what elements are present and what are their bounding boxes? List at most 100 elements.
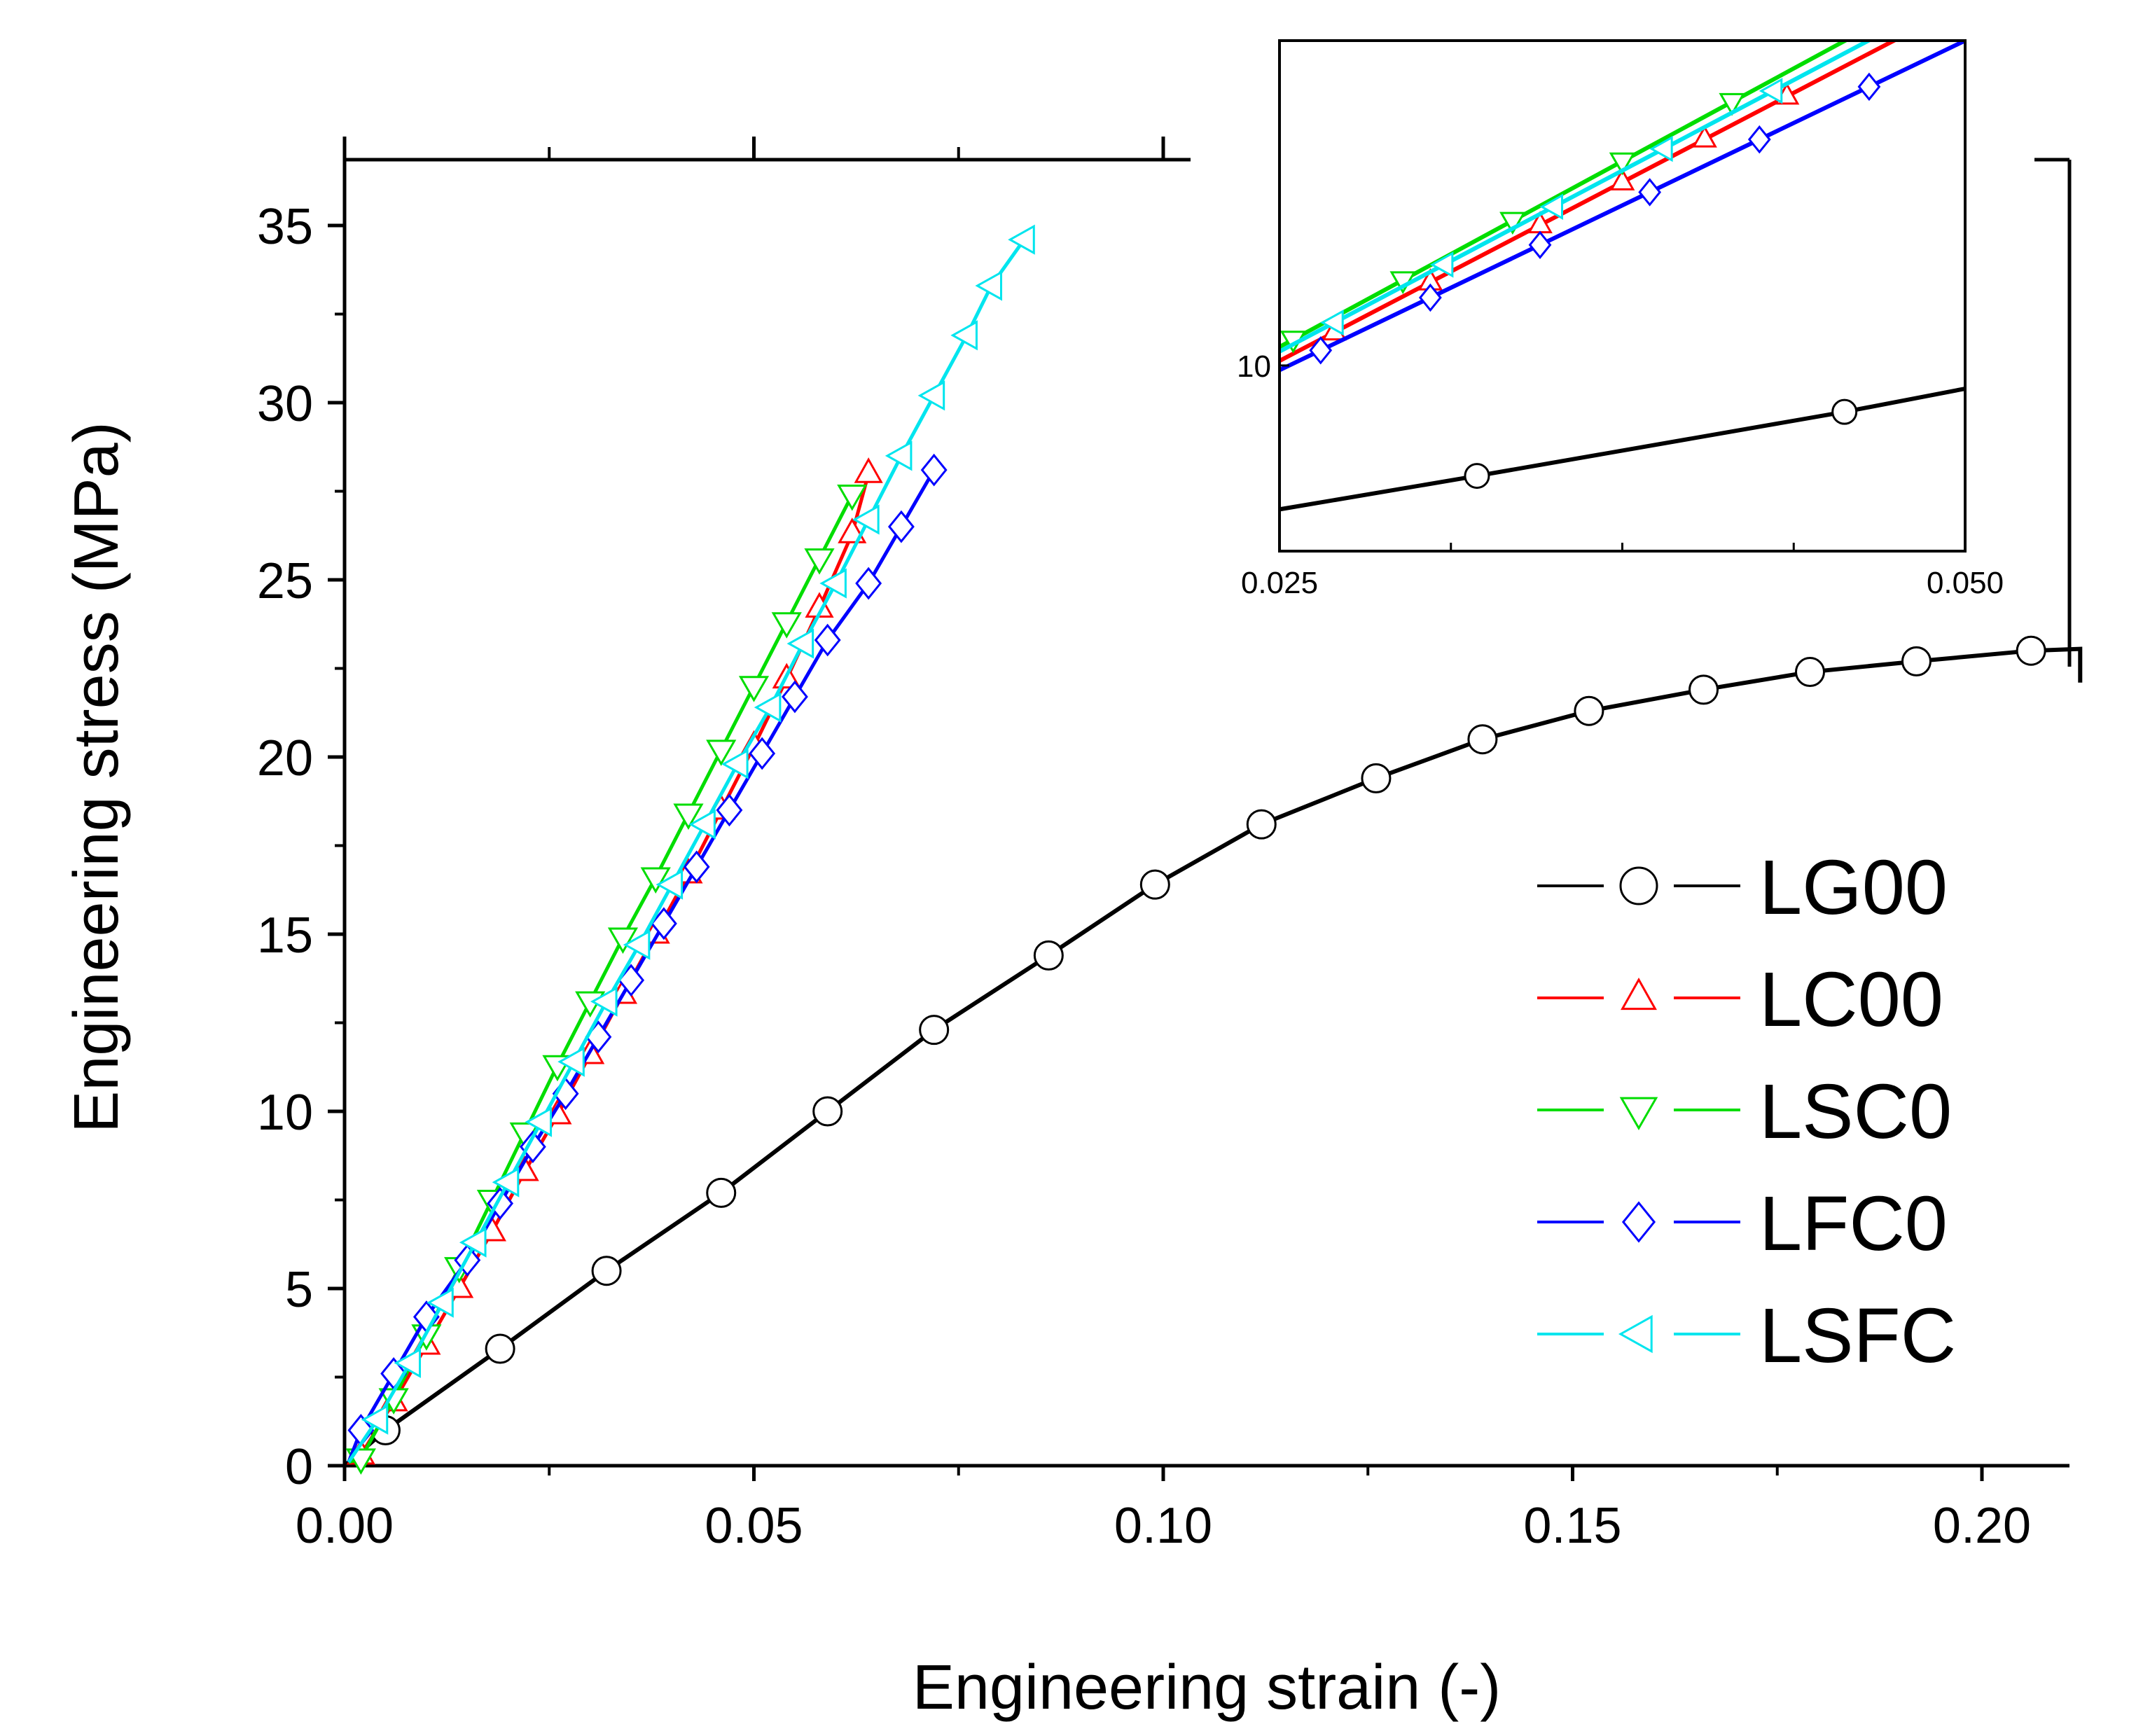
x-tick-label: 0.10 bbox=[1114, 1498, 1212, 1554]
marker-lg00 bbox=[1688, 674, 1719, 705]
inset-x-tick-label: 0.050 bbox=[1927, 566, 2004, 600]
marker-lsfc bbox=[819, 568, 847, 599]
marker-lg00 bbox=[1901, 646, 1932, 676]
marker-lsfc bbox=[721, 749, 749, 779]
marker-lg00 bbox=[919, 1015, 950, 1046]
marker-lg00 bbox=[2016, 635, 2046, 666]
marker-lfc0 bbox=[855, 567, 882, 600]
inset-marker-lsfc bbox=[1539, 193, 1563, 220]
marker-lc00 bbox=[854, 457, 883, 483]
inset-marker-lfc0 bbox=[1528, 230, 1552, 259]
marker-lg00 bbox=[591, 1256, 622, 1286]
inset-marker-lfc0 bbox=[1309, 336, 1333, 365]
marker-lg00 bbox=[1246, 809, 1277, 840]
x-tick-label: 0.20 bbox=[1933, 1498, 2031, 1554]
marker-lsc0 bbox=[738, 676, 770, 702]
marker-lsfc bbox=[459, 1227, 487, 1258]
marker-lsfc bbox=[394, 1347, 422, 1378]
marker-lsfc bbox=[492, 1167, 520, 1197]
marker-lg00 bbox=[1033, 940, 1064, 971]
x-tick-label: 0.00 bbox=[296, 1498, 394, 1554]
marker-lsc0 bbox=[771, 612, 802, 639]
marker-lsfc bbox=[688, 809, 716, 840]
x-tick-label: 0.15 bbox=[1523, 1498, 1621, 1554]
inset-marker-lsfc bbox=[1429, 251, 1454, 278]
y-tick-label: 10 bbox=[257, 1085, 313, 1141]
legend-label: LSFC bbox=[1759, 1293, 1956, 1379]
marker-lfc0 bbox=[782, 680, 808, 714]
marker-lfc0 bbox=[814, 623, 841, 657]
inset-marker-lc00 bbox=[1609, 168, 1635, 190]
marker-lg00 bbox=[1361, 763, 1392, 793]
inset-marker-lsc0 bbox=[1609, 152, 1636, 176]
marker-lsfc bbox=[885, 440, 913, 471]
series-line-lg00-end bbox=[2031, 646, 2083, 683]
y-tick-label: 30 bbox=[257, 376, 313, 432]
marker-lg00 bbox=[812, 1096, 843, 1127]
legend-marker-lg00 bbox=[1619, 866, 1658, 905]
marker-lsfc bbox=[361, 1404, 389, 1435]
legend-label: LFC0 bbox=[1759, 1181, 1948, 1267]
marker-lsfc bbox=[557, 1046, 585, 1077]
marker-lsfc bbox=[590, 986, 618, 1017]
marker-lg00 bbox=[1574, 695, 1604, 726]
legend-label: LG00 bbox=[1759, 845, 1948, 931]
inset-marker-lfc0 bbox=[1638, 178, 1662, 207]
legend-label: LC00 bbox=[1759, 957, 1943, 1043]
y-axis-title: Engineering stress (MPa) bbox=[62, 422, 132, 1132]
marker-lfc0 bbox=[519, 1130, 546, 1163]
marker-lg00 bbox=[706, 1177, 737, 1208]
inset-x-tick-label: 0.025 bbox=[1241, 566, 1318, 600]
legend: LG00 LC00 LSC0 LFC0 LSFC bbox=[1537, 845, 1956, 1379]
marker-lsc0 bbox=[837, 485, 868, 511]
x-tick-label: 0.05 bbox=[705, 1498, 803, 1554]
y-tick-label: 5 bbox=[285, 1262, 313, 1318]
marker-lsfc bbox=[754, 692, 782, 723]
marker-lfc0 bbox=[683, 850, 710, 884]
inset-marker-lfc0 bbox=[1419, 283, 1442, 312]
inset-marker-lsfc bbox=[1649, 135, 1673, 162]
inset-axis-ticks: 0.025 0.050 10 bbox=[1237, 349, 2004, 600]
marker-lfc0 bbox=[887, 510, 915, 543]
legend-marker-lsc0 bbox=[1619, 1097, 1658, 1131]
main-axis-ticks: 0.00 0.05 0.10 0.15 0.20 0 5 10 15 20 25 30 35 bbox=[257, 137, 2031, 1554]
y-tick-label: 35 bbox=[257, 199, 313, 255]
legend-marker-lsfc bbox=[1618, 1314, 1653, 1354]
marker-lsc0 bbox=[640, 867, 671, 894]
marker-lfc0 bbox=[716, 793, 743, 827]
legend-marker-lc00 bbox=[1621, 977, 1657, 1011]
inset-marker-lsfc bbox=[1320, 309, 1344, 336]
inset-y-tick-label: 10 bbox=[1237, 349, 1271, 384]
inset-marker-lsfc bbox=[1759, 78, 1783, 104]
inset-marker-lfc0 bbox=[1857, 72, 1881, 102]
inset-marker-lc00 bbox=[1692, 125, 1717, 148]
y-tick-label: 15 bbox=[257, 908, 313, 964]
marker-lsc0 bbox=[673, 803, 704, 830]
marker-lg00 bbox=[1467, 724, 1498, 755]
inset-line-lsfc bbox=[1280, 41, 1873, 354]
x-axis-title: Engineering strain (-) bbox=[913, 1653, 1501, 1723]
marker-lg00 bbox=[1139, 869, 1170, 900]
inset-plot: 0.025 0.050 10 bbox=[1191, 14, 2034, 630]
y-tick-label: 20 bbox=[257, 730, 313, 786]
inset-line-lg00 bbox=[1280, 387, 1965, 512]
marker-lsfc bbox=[852, 504, 880, 535]
legend-label: LSC0 bbox=[1759, 1069, 1952, 1155]
marker-lg00 bbox=[1795, 657, 1826, 688]
inset-marker-lsc0 bbox=[1499, 211, 1526, 235]
inset-background bbox=[1191, 14, 2034, 630]
marker-lsfc bbox=[950, 320, 978, 351]
marker-lg00 bbox=[485, 1333, 515, 1364]
main-series-group bbox=[343, 224, 2083, 1475]
marker-lfc0 bbox=[749, 737, 776, 770]
marker-lsc0 bbox=[607, 927, 639, 954]
marker-lsfc bbox=[656, 869, 684, 900]
marker-lsfc bbox=[1008, 224, 1035, 255]
marker-lsc0 bbox=[706, 739, 737, 766]
inset-marker-lg00 bbox=[1464, 463, 1490, 489]
y-tick-label: 25 bbox=[257, 553, 313, 609]
inset-marker-lsc0 bbox=[1719, 92, 1745, 116]
marker-lsfc bbox=[525, 1106, 553, 1137]
marker-lsfc bbox=[623, 929, 651, 960]
marker-lsfc bbox=[975, 270, 1003, 301]
